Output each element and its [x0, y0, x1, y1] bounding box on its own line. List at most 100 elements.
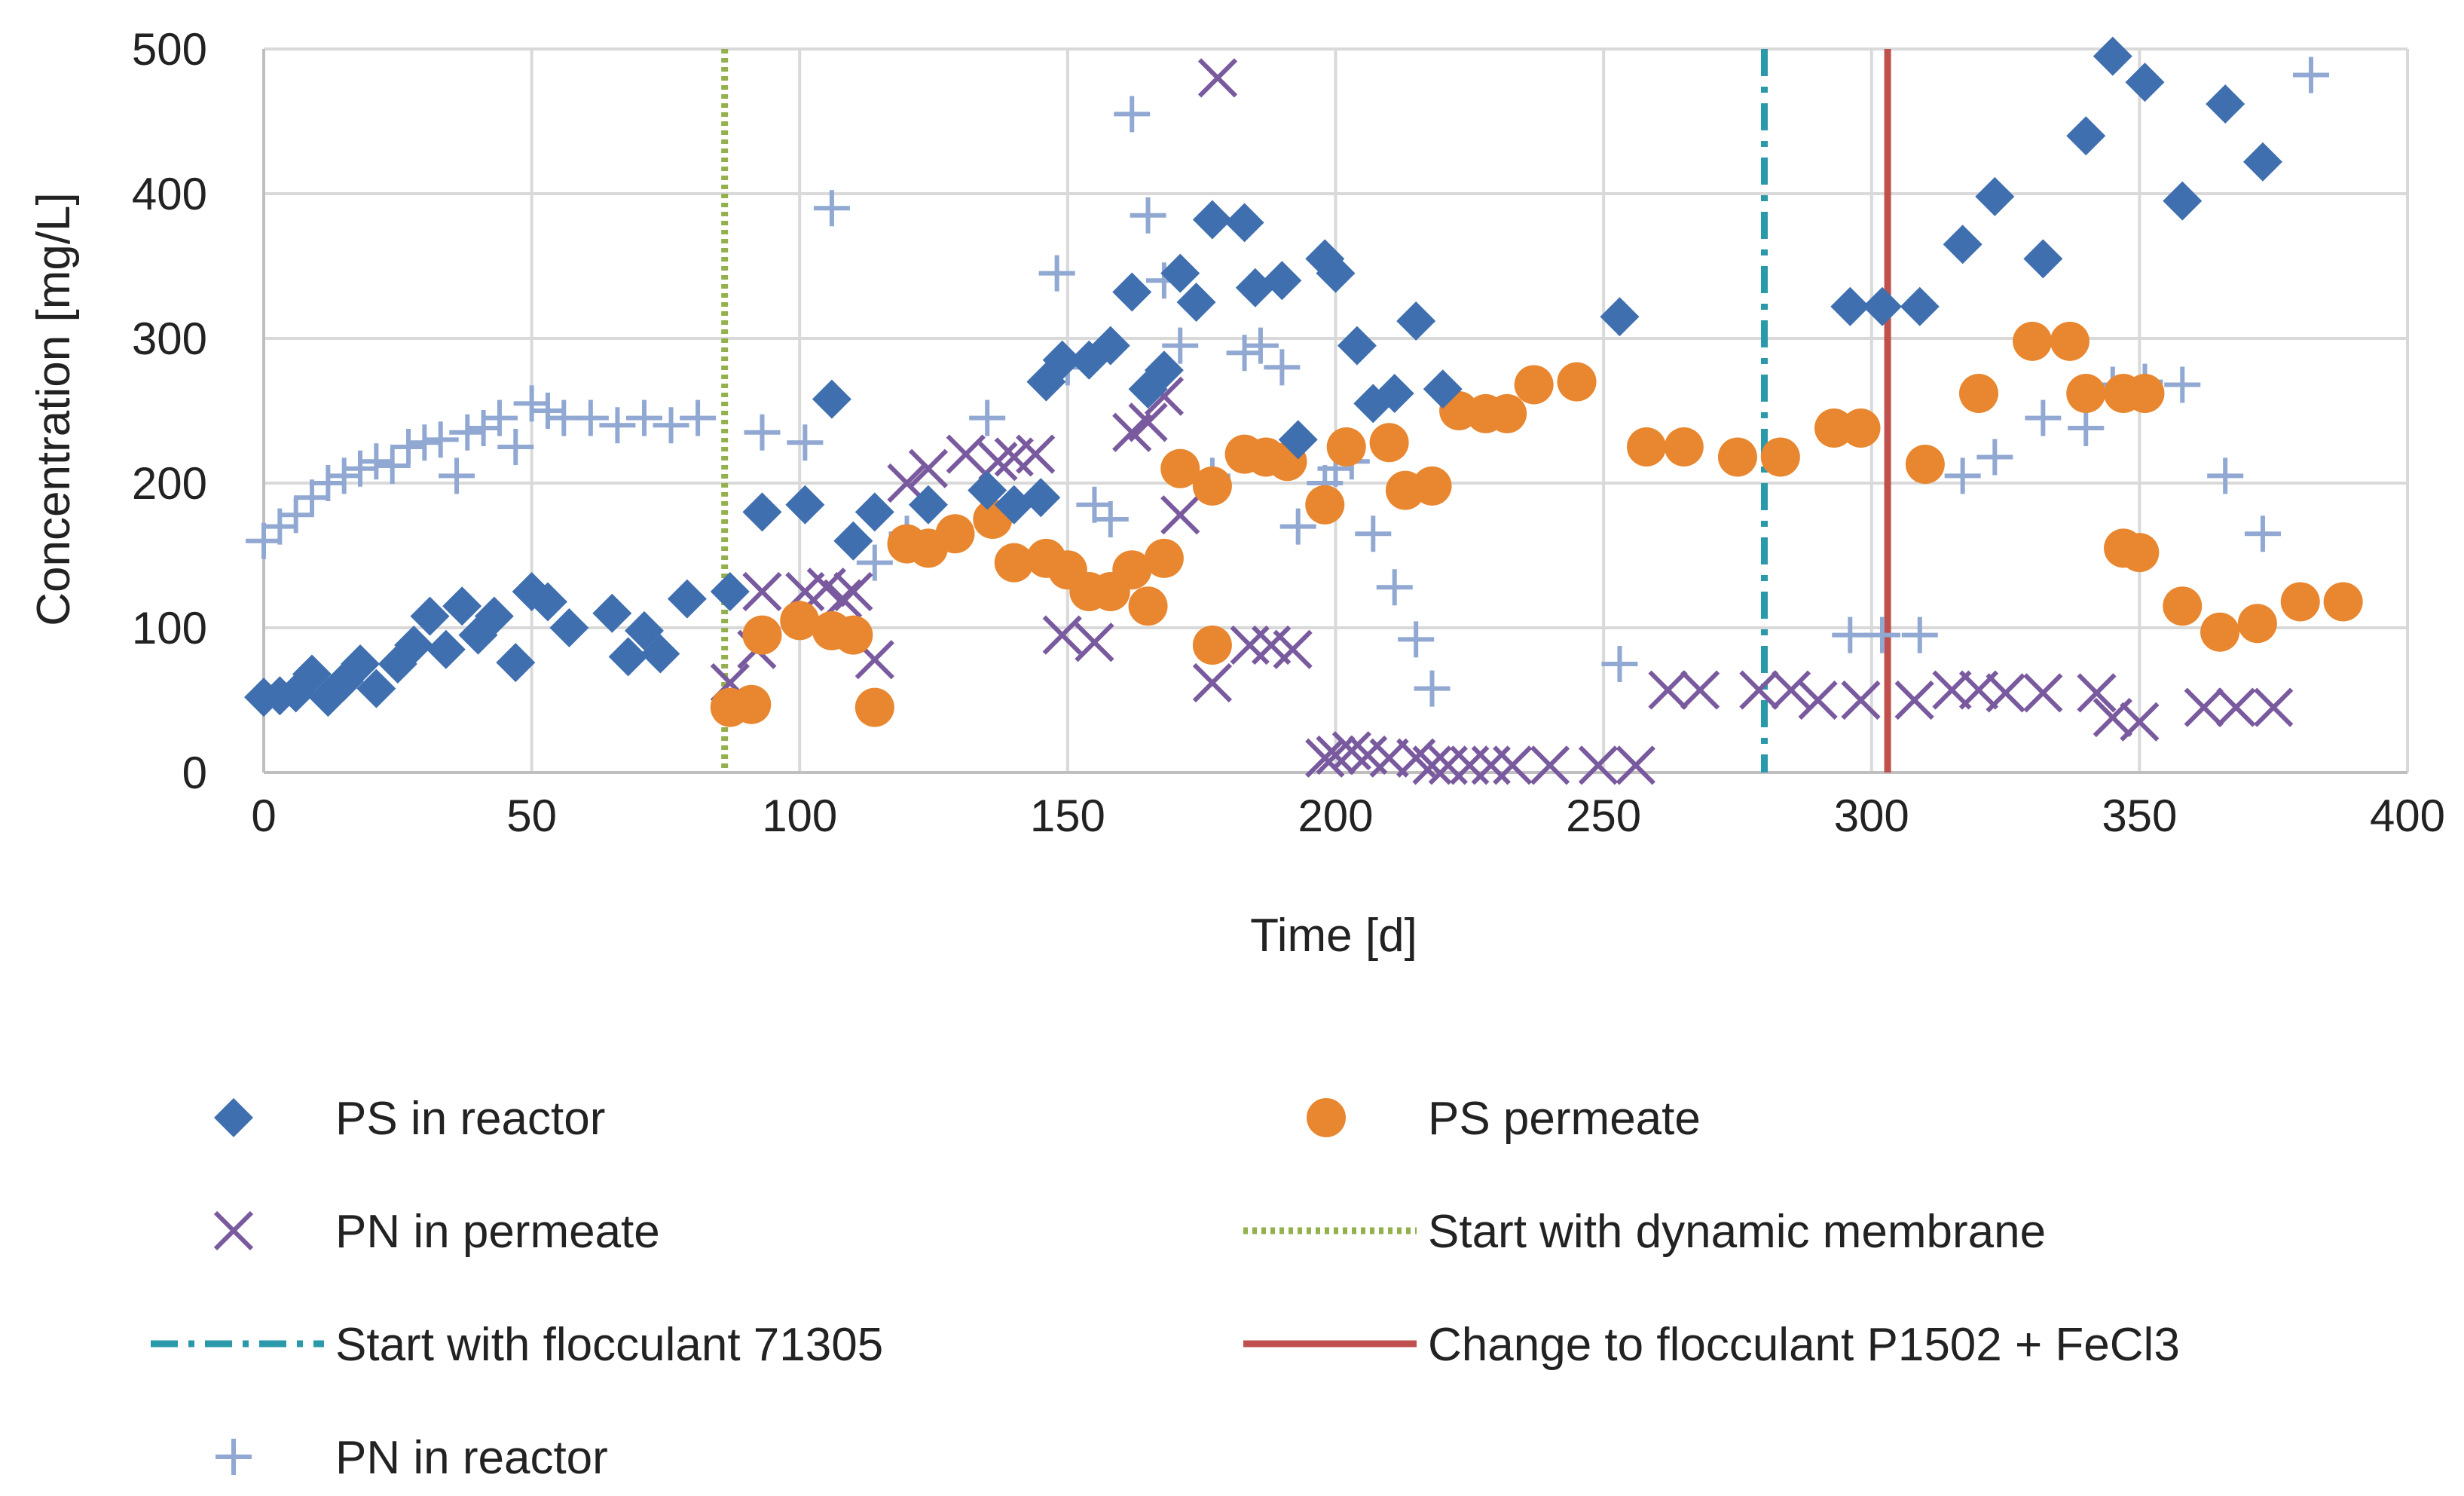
legend-marker — [213, 1210, 254, 1251]
data-point — [2242, 142, 2282, 182]
legend-marker — [214, 1098, 253, 1137]
data-point — [1944, 457, 1981, 494]
data-point — [374, 447, 411, 484]
data-point — [513, 385, 550, 422]
data-point — [1832, 616, 1869, 653]
data-point — [1112, 550, 1152, 590]
data-point — [2023, 239, 2063, 279]
y-tick-label: 100 — [132, 603, 207, 653]
data-point — [1355, 515, 1392, 552]
data-point — [1316, 253, 1356, 293]
data-point — [1830, 286, 1870, 326]
series-markers — [244, 36, 2363, 785]
data-point — [1162, 327, 1199, 364]
data-point — [1557, 362, 1597, 402]
data-point — [787, 424, 824, 461]
data-point — [1144, 350, 1184, 390]
data-point — [1616, 745, 1655, 785]
data-point — [496, 643, 536, 683]
data-point — [625, 399, 662, 436]
data-point — [1262, 261, 1302, 301]
data-point — [935, 514, 975, 554]
data-point — [277, 497, 314, 534]
data-point — [2120, 702, 2160, 742]
data-point — [1130, 197, 1166, 234]
x-tick-label: 300 — [1834, 791, 1909, 841]
data-point — [592, 593, 632, 633]
data-point — [742, 492, 782, 532]
legend-item: Start with flocculant 71305 — [151, 1319, 883, 1371]
data-point — [994, 543, 1034, 583]
data-point — [1192, 662, 1233, 703]
data-point — [1760, 437, 1800, 477]
data-point — [1975, 176, 2015, 216]
data-point — [356, 668, 396, 708]
y-tick-label: 0 — [182, 748, 207, 798]
data-point — [1076, 486, 1113, 523]
data-point — [2077, 673, 2117, 713]
data-point — [326, 457, 362, 494]
data-point — [1192, 626, 1232, 665]
data-point — [2244, 515, 2281, 552]
data-point — [1376, 569, 1413, 606]
data-point — [968, 470, 1007, 510]
data-point — [1471, 745, 1511, 785]
data-point — [946, 434, 986, 474]
data-point — [1814, 408, 1854, 448]
data-point — [1514, 365, 1554, 405]
data-point — [442, 586, 482, 626]
x-tick-label: 100 — [762, 791, 837, 841]
x-tick-label: 400 — [2370, 791, 2445, 841]
data-point — [1114, 96, 1151, 133]
data-point — [439, 457, 475, 494]
data-point — [608, 637, 648, 677]
data-point — [908, 485, 948, 525]
data-point — [294, 479, 331, 516]
data-point — [1412, 745, 1452, 785]
data-point — [1648, 670, 1688, 710]
data-point — [1305, 485, 1345, 525]
data-point — [2200, 612, 2240, 652]
data-point — [2206, 84, 2245, 124]
data-point — [780, 601, 820, 641]
data-point — [342, 450, 379, 487]
data-point — [1398, 621, 1435, 658]
data-point — [812, 379, 851, 419]
data-point — [2184, 687, 2224, 727]
data-point — [1894, 680, 1934, 720]
data-point — [449, 414, 486, 451]
data-point — [680, 399, 717, 436]
data-point — [1414, 670, 1451, 707]
data-point — [1900, 286, 1940, 326]
data-point — [527, 582, 567, 622]
data-point — [1739, 670, 1779, 710]
x-tick-label: 250 — [1566, 791, 1641, 841]
data-point — [833, 615, 873, 655]
data-point — [1493, 745, 1533, 785]
y-axis-label: Concentration [mg/L] — [28, 192, 80, 626]
data-point — [1428, 745, 1468, 785]
data-point — [2207, 457, 2244, 494]
data-point — [1487, 393, 1527, 433]
data-point — [292, 654, 332, 694]
data-point — [813, 190, 850, 227]
data-point — [1976, 439, 2013, 476]
data-point — [599, 407, 636, 444]
data-point — [1092, 501, 1129, 537]
legend: PS in reactor PS permeate PN in permeate St… — [151, 1093, 2180, 1484]
data-point — [2093, 36, 2132, 76]
data-point — [1144, 538, 1184, 578]
y-tick-label: 300 — [132, 314, 207, 364]
data-point — [2125, 373, 2165, 413]
legend-label: PS permeate — [1428, 1093, 1701, 1145]
data-point — [2292, 57, 2329, 93]
legend-item: PS permeate — [1307, 1093, 1701, 1145]
data-point — [358, 443, 395, 480]
data-point — [1601, 646, 1638, 682]
axes: 0 50 100 150 200 250 300 350 400 0 100 200 300 400 500 — [132, 24, 2445, 841]
data-point — [856, 544, 893, 581]
data-point — [624, 610, 664, 650]
data-point — [1042, 340, 1082, 380]
